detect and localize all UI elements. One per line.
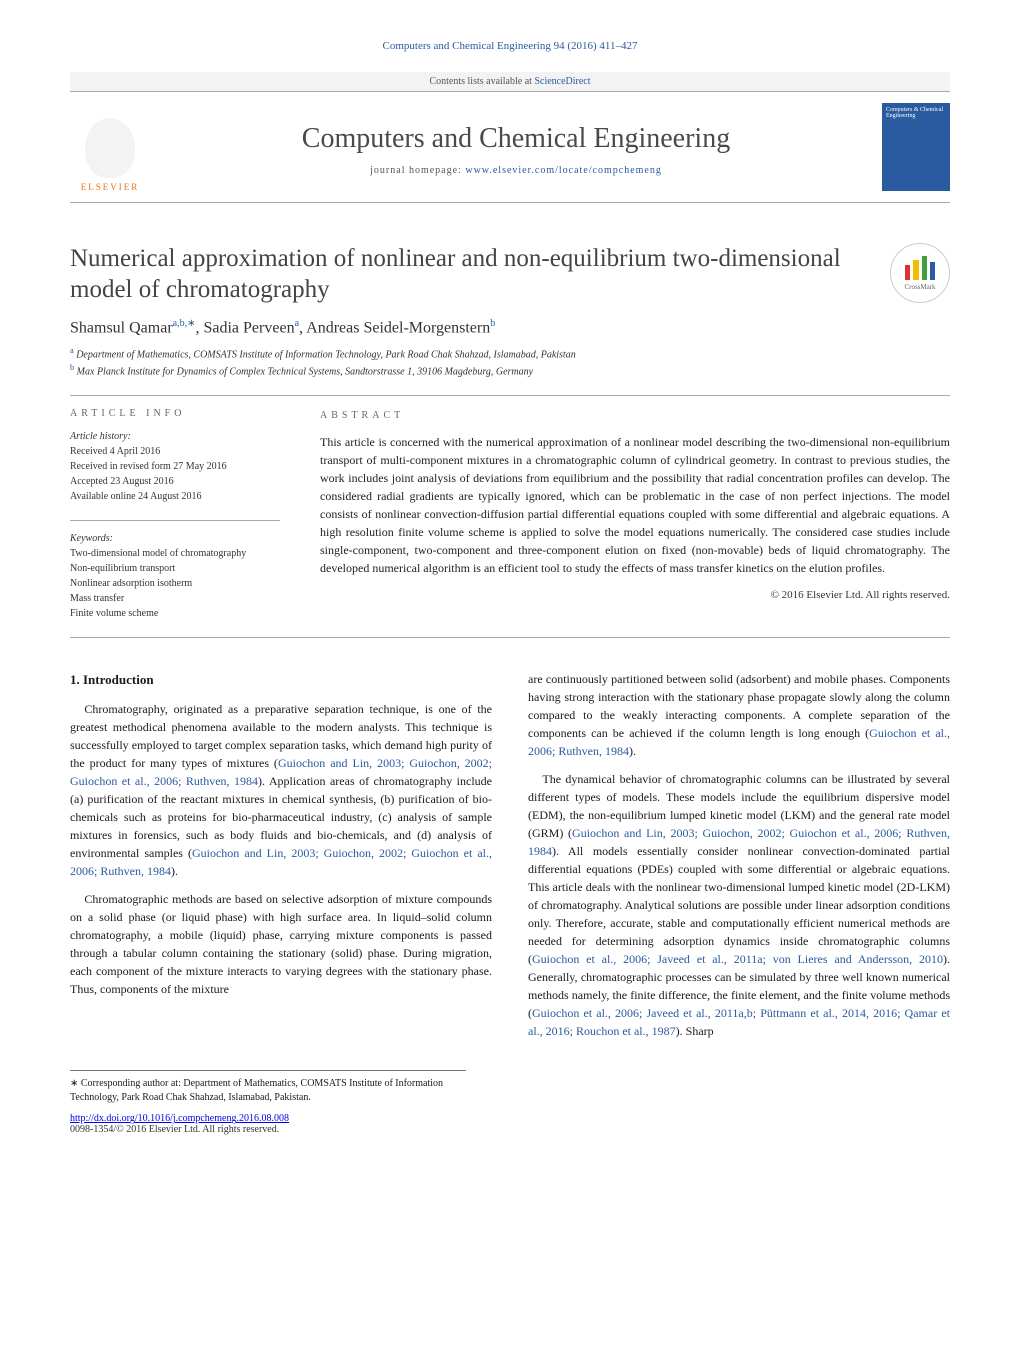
cite-p4-2[interactable]: Guiochon et al., 2006; Javeed et al., 20… <box>532 952 943 966</box>
author-3-affil: b <box>490 318 495 329</box>
authors: Shamsul Qamara,b,∗, Sadia Perveena, Andr… <box>70 318 950 337</box>
online-date: Available online 24 August 2016 <box>70 491 201 502</box>
cite-p4-3[interactable]: Guiochon et al., 2006; Javeed et al., 20… <box>528 1006 950 1038</box>
author-1-affil: a,b,∗ <box>173 318 196 329</box>
doi-link[interactable]: http://dx.doi.org/10.1016/j.compchemeng.… <box>70 1113 289 1124</box>
publisher-name: ELSEVIER <box>81 182 140 192</box>
divider-top <box>70 395 950 396</box>
author-3: , Andreas Seidel-Morgenstern <box>299 319 490 336</box>
affil-a: Department of Mathematics, COMSATS Insti… <box>74 349 576 360</box>
body-columns: 1. Introduction Chromatography, originat… <box>70 670 950 1040</box>
crossmark-label: CrossMark <box>904 283 935 291</box>
article-info-label: ARTICLE INFO <box>70 408 280 419</box>
issn-copyright: 0098-1354/© 2016 Elsevier Ltd. All right… <box>70 1124 279 1135</box>
intro-p1: Chromatography, originated as a preparat… <box>70 700 492 880</box>
abstract: ABSTRACT This article is concerned with … <box>320 408 950 621</box>
elsevier-logo: ELSEVIER <box>70 102 150 192</box>
accepted-date: Accepted 23 August 2016 <box>70 476 174 487</box>
keywords-label: Keywords: <box>70 533 113 544</box>
homepage-prefix: journal homepage: <box>370 165 465 176</box>
footnotes: ∗ Corresponding author at: Department of… <box>70 1070 466 1105</box>
affil-b: Max Planck Institute for Dynamics of Com… <box>74 366 533 377</box>
received-date: Received 4 April 2016 <box>70 446 160 457</box>
article-history: Article history: Received 4 April 2016 R… <box>70 429 280 504</box>
author-1: Shamsul Qamar <box>70 319 173 336</box>
divider-bottom <box>70 637 950 638</box>
journal-title: Computers and Chemical Engineering <box>150 123 882 155</box>
history-label: Article history: <box>70 431 131 442</box>
keyword-1: Two-dimensional model of chromatography <box>70 548 246 559</box>
author-2: , Sadia Perveen <box>195 319 294 336</box>
keyword-2: Non-equilibrium transport <box>70 563 175 574</box>
homepage-link[interactable]: www.elsevier.com/locate/compchemeng <box>465 165 662 176</box>
affiliations: a Department of Mathematics, COMSATS Ins… <box>70 345 950 380</box>
paper-title: Numerical approximation of nonlinear and… <box>70 243 870 306</box>
sciencedirect-link[interactable]: ScienceDirect <box>534 76 590 87</box>
article-info: ARTICLE INFO Article history: Received 4… <box>70 408 280 621</box>
journal-cover-thumb: Computers & Chemical Engineering <box>882 103 950 191</box>
masthead: ELSEVIER Computers and Chemical Engineer… <box>70 91 950 203</box>
keywords: Keywords: Two-dimensional model of chrom… <box>70 531 280 621</box>
keyword-5: Finite volume scheme <box>70 608 158 619</box>
keyword-3: Nonlinear adsorption isotherm <box>70 578 192 589</box>
revised-date: Received in revised form 27 May 2016 <box>70 461 227 472</box>
corresponding-author-note: ∗ Corresponding author at: Department of… <box>70 1077 466 1105</box>
contents-prefix: Contents lists available at <box>429 76 534 87</box>
copyright: © 2016 Elsevier Ltd. All rights reserved… <box>320 587 950 604</box>
abstract-text: This article is concerned with the numer… <box>320 433 950 577</box>
divider-keywords <box>70 520 280 521</box>
crossmark-bars-icon <box>905 256 935 280</box>
cover-text: Computers & Chemical Engineering <box>886 107 946 119</box>
crossmark-badge[interactable]: CrossMark <box>890 243 950 303</box>
elsevier-tree-icon <box>85 118 135 178</box>
intro-p4: The dynamical behavior of chromatographi… <box>528 770 950 1040</box>
intro-p3: are continuously partitioned between sol… <box>528 670 950 760</box>
contents-bar: Contents lists available at ScienceDirec… <box>70 72 950 91</box>
journal-reference: Computers and Chemical Engineering 94 (2… <box>70 40 950 52</box>
keyword-4: Mass transfer <box>70 593 124 604</box>
abstract-label: ABSTRACT <box>320 408 950 423</box>
journal-homepage: journal homepage: www.elsevier.com/locat… <box>150 165 882 176</box>
doi-block: http://dx.doi.org/10.1016/j.compchemeng.… <box>70 1113 950 1135</box>
section-1-heading: 1. Introduction <box>70 670 492 690</box>
intro-p2: Chromatographic methods are based on sel… <box>70 890 492 998</box>
